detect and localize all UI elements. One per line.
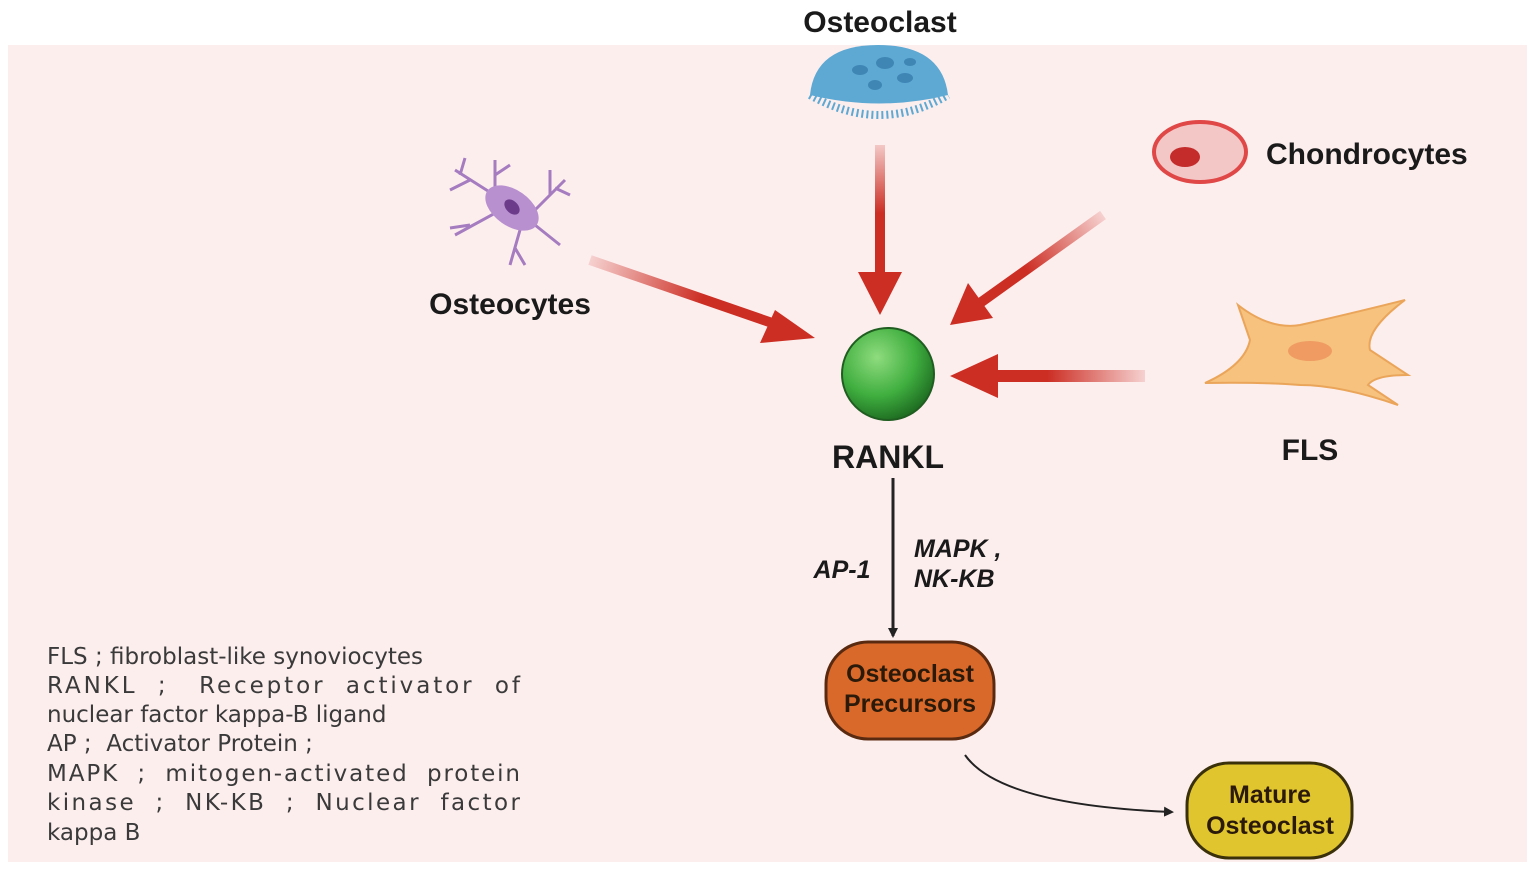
osteoclast-precursors-box xyxy=(824,640,996,741)
rankl-label: RANKL xyxy=(832,439,944,475)
nkkb-label: NK-KB xyxy=(914,565,995,593)
mature-label-line1: Mature xyxy=(1229,781,1311,809)
legend-line: RANKL ; Receptor activator of xyxy=(47,673,521,699)
abbreviation-legend: FLS ; fibroblast-like synoviocytes RANKL… xyxy=(47,644,521,846)
fls-to-rankl-arrow xyxy=(950,354,1145,398)
osteocytes-label: Osteocytes xyxy=(429,288,591,321)
osteoclast-label: Osteoclast xyxy=(803,6,956,39)
osteocyte-to-rankl-arrow xyxy=(588,255,815,343)
chondrocytes-label: Chondrocytes xyxy=(1266,138,1468,171)
chondrocyte-cell-icon xyxy=(1152,120,1248,184)
ap1-label: AP-1 xyxy=(813,556,871,584)
legend-line: nuclear factor kappa-B ligand xyxy=(47,702,386,728)
legend-line: MAPK ; mitogen-activated protein xyxy=(47,761,520,787)
fls-label: FLS xyxy=(1282,434,1339,467)
mature-label-line2: Osteoclast xyxy=(1206,812,1335,840)
mapk-label: MAPK , xyxy=(914,535,1002,563)
legend-line: AP ; Activator Protein ; xyxy=(47,731,313,757)
legend-line: kappa B xyxy=(47,820,140,846)
osteocyte-cell-icon xyxy=(449,157,571,266)
rankl-sphere-icon xyxy=(841,327,935,421)
precursors-label-line1: Osteoclast xyxy=(846,660,975,688)
fls-cell-icon xyxy=(1204,299,1412,406)
background-panel xyxy=(8,45,1527,862)
legend-line: FLS ; fibroblast-like synoviocytes xyxy=(47,644,423,670)
precursors-label-line2: Precursors xyxy=(844,690,976,718)
osteoclast-to-rankl-arrow xyxy=(858,145,902,315)
chondrocyte-to-rankl-arrow xyxy=(950,210,1106,325)
osteoclast-cell-icon xyxy=(808,45,951,119)
mature-osteoclast-box xyxy=(1185,761,1354,860)
precursors-to-mature-arrow xyxy=(964,754,1174,817)
